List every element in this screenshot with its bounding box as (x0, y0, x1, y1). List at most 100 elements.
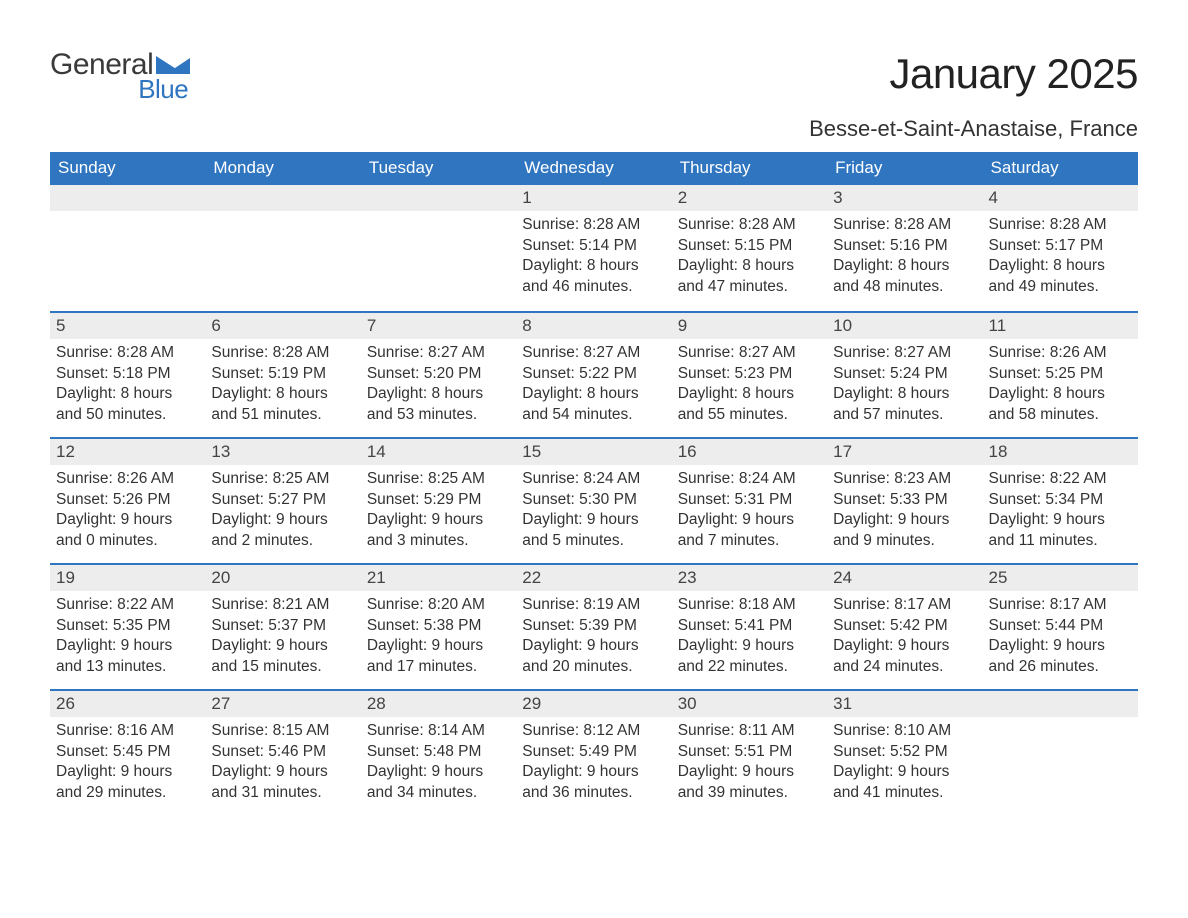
calendar-week: 26Sunrise: 8:16 AMSunset: 5:45 PMDayligh… (50, 689, 1138, 815)
weekday-header: Wednesday (516, 152, 671, 185)
day-number: 4 (983, 185, 1138, 211)
calendar-cell: 13Sunrise: 8:25 AMSunset: 5:27 PMDayligh… (205, 439, 360, 563)
calendar-cell: 28Sunrise: 8:14 AMSunset: 5:48 PMDayligh… (361, 691, 516, 815)
calendar-cell: 9Sunrise: 8:27 AMSunset: 5:23 PMDaylight… (672, 313, 827, 437)
page-title: January 2025 (809, 50, 1138, 98)
day-body: Sunrise: 8:27 AMSunset: 5:22 PMDaylight:… (516, 339, 671, 431)
calendar-cell: 10Sunrise: 8:27 AMSunset: 5:24 PMDayligh… (827, 313, 982, 437)
day-number: 6 (205, 313, 360, 339)
day-body: Sunrise: 8:28 AMSunset: 5:19 PMDaylight:… (205, 339, 360, 431)
weekday-header: Thursday (672, 152, 827, 185)
day-body: Sunrise: 8:12 AMSunset: 5:49 PMDaylight:… (516, 717, 671, 809)
day-body: Sunrise: 8:28 AMSunset: 5:17 PMDaylight:… (983, 211, 1138, 303)
day-body: Sunrise: 8:24 AMSunset: 5:30 PMDaylight:… (516, 465, 671, 557)
day-number: 25 (983, 565, 1138, 591)
day-body: Sunrise: 8:17 AMSunset: 5:44 PMDaylight:… (983, 591, 1138, 683)
day-number (983, 691, 1138, 717)
calendar-week: 19Sunrise: 8:22 AMSunset: 5:35 PMDayligh… (50, 563, 1138, 689)
day-number: 21 (361, 565, 516, 591)
day-number: 27 (205, 691, 360, 717)
calendar-cell: 19Sunrise: 8:22 AMSunset: 5:35 PMDayligh… (50, 565, 205, 689)
day-number: 13 (205, 439, 360, 465)
calendar-cell: 24Sunrise: 8:17 AMSunset: 5:42 PMDayligh… (827, 565, 982, 689)
day-body: Sunrise: 8:26 AMSunset: 5:25 PMDaylight:… (983, 339, 1138, 431)
day-number: 28 (361, 691, 516, 717)
day-number: 31 (827, 691, 982, 717)
day-body: Sunrise: 8:11 AMSunset: 5:51 PMDaylight:… (672, 717, 827, 809)
day-body: Sunrise: 8:28 AMSunset: 5:16 PMDaylight:… (827, 211, 982, 303)
calendar-cell: 21Sunrise: 8:20 AMSunset: 5:38 PMDayligh… (361, 565, 516, 689)
calendar-cell: 12Sunrise: 8:26 AMSunset: 5:26 PMDayligh… (50, 439, 205, 563)
day-body: Sunrise: 8:25 AMSunset: 5:29 PMDaylight:… (361, 465, 516, 557)
day-body (361, 211, 516, 221)
calendar-cell: 25Sunrise: 8:17 AMSunset: 5:44 PMDayligh… (983, 565, 1138, 689)
day-body: Sunrise: 8:16 AMSunset: 5:45 PMDaylight:… (50, 717, 205, 809)
day-number: 3 (827, 185, 982, 211)
day-number (361, 185, 516, 211)
day-number: 20 (205, 565, 360, 591)
day-number: 18 (983, 439, 1138, 465)
location-subtitle: Besse-et-Saint-Anastaise, France (809, 116, 1138, 142)
calendar-week: 1Sunrise: 8:28 AMSunset: 5:14 PMDaylight… (50, 185, 1138, 311)
day-number: 7 (361, 313, 516, 339)
day-number: 19 (50, 565, 205, 591)
day-body: Sunrise: 8:25 AMSunset: 5:27 PMDaylight:… (205, 465, 360, 557)
logo: General Blue (50, 50, 190, 102)
day-body: Sunrise: 8:28 AMSunset: 5:14 PMDaylight:… (516, 211, 671, 303)
day-number: 11 (983, 313, 1138, 339)
calendar-week: 12Sunrise: 8:26 AMSunset: 5:26 PMDayligh… (50, 437, 1138, 563)
day-body: Sunrise: 8:14 AMSunset: 5:48 PMDaylight:… (361, 717, 516, 809)
day-number (50, 185, 205, 211)
day-number: 24 (827, 565, 982, 591)
day-body: Sunrise: 8:22 AMSunset: 5:34 PMDaylight:… (983, 465, 1138, 557)
day-body: Sunrise: 8:15 AMSunset: 5:46 PMDaylight:… (205, 717, 360, 809)
calendar-cell: 29Sunrise: 8:12 AMSunset: 5:49 PMDayligh… (516, 691, 671, 815)
calendar-page: General Blue January 2025 Besse-et-Saint… (0, 0, 1188, 845)
day-number: 22 (516, 565, 671, 591)
day-number: 10 (827, 313, 982, 339)
day-number: 1 (516, 185, 671, 211)
weekday-header: Saturday (983, 152, 1138, 185)
calendar-cell: 4Sunrise: 8:28 AMSunset: 5:17 PMDaylight… (983, 185, 1138, 311)
day-number: 26 (50, 691, 205, 717)
day-body: Sunrise: 8:22 AMSunset: 5:35 PMDaylight:… (50, 591, 205, 683)
calendar-cell: 16Sunrise: 8:24 AMSunset: 5:31 PMDayligh… (672, 439, 827, 563)
day-number: 14 (361, 439, 516, 465)
day-body: Sunrise: 8:27 AMSunset: 5:20 PMDaylight:… (361, 339, 516, 431)
weekday-header: Monday (205, 152, 360, 185)
day-body: Sunrise: 8:27 AMSunset: 5:24 PMDaylight:… (827, 339, 982, 431)
day-body: Sunrise: 8:19 AMSunset: 5:39 PMDaylight:… (516, 591, 671, 683)
calendar-cell: 26Sunrise: 8:16 AMSunset: 5:45 PMDayligh… (50, 691, 205, 815)
weekday-header: Friday (827, 152, 982, 185)
weekday-header: Sunday (50, 152, 205, 185)
calendar-cell: 1Sunrise: 8:28 AMSunset: 5:14 PMDaylight… (516, 185, 671, 311)
day-number: 5 (50, 313, 205, 339)
weekday-header: Tuesday (361, 152, 516, 185)
day-body: Sunrise: 8:20 AMSunset: 5:38 PMDaylight:… (361, 591, 516, 683)
day-body: Sunrise: 8:28 AMSunset: 5:15 PMDaylight:… (672, 211, 827, 303)
day-number: 9 (672, 313, 827, 339)
calendar-cell: 18Sunrise: 8:22 AMSunset: 5:34 PMDayligh… (983, 439, 1138, 563)
calendar-cell: 8Sunrise: 8:27 AMSunset: 5:22 PMDaylight… (516, 313, 671, 437)
day-body (205, 211, 360, 221)
calendar-cell: 20Sunrise: 8:21 AMSunset: 5:37 PMDayligh… (205, 565, 360, 689)
day-number: 16 (672, 439, 827, 465)
day-number: 8 (516, 313, 671, 339)
day-body: Sunrise: 8:21 AMSunset: 5:37 PMDaylight:… (205, 591, 360, 683)
day-body (983, 717, 1138, 727)
calendar-cell: 27Sunrise: 8:15 AMSunset: 5:46 PMDayligh… (205, 691, 360, 815)
day-number: 29 (516, 691, 671, 717)
day-body (50, 211, 205, 221)
calendar-cell: 2Sunrise: 8:28 AMSunset: 5:15 PMDaylight… (672, 185, 827, 311)
day-number: 15 (516, 439, 671, 465)
day-number: 30 (672, 691, 827, 717)
calendar-cell: 30Sunrise: 8:11 AMSunset: 5:51 PMDayligh… (672, 691, 827, 815)
day-body: Sunrise: 8:23 AMSunset: 5:33 PMDaylight:… (827, 465, 982, 557)
weekday-header-row: SundayMondayTuesdayWednesdayThursdayFrid… (50, 152, 1138, 185)
day-body: Sunrise: 8:24 AMSunset: 5:31 PMDaylight:… (672, 465, 827, 557)
calendar-cell: 31Sunrise: 8:10 AMSunset: 5:52 PMDayligh… (827, 691, 982, 815)
calendar-cell (361, 185, 516, 311)
calendar-cell: 5Sunrise: 8:28 AMSunset: 5:18 PMDaylight… (50, 313, 205, 437)
calendar-grid: SundayMondayTuesdayWednesdayThursdayFrid… (50, 152, 1138, 815)
calendar-cell: 22Sunrise: 8:19 AMSunset: 5:39 PMDayligh… (516, 565, 671, 689)
